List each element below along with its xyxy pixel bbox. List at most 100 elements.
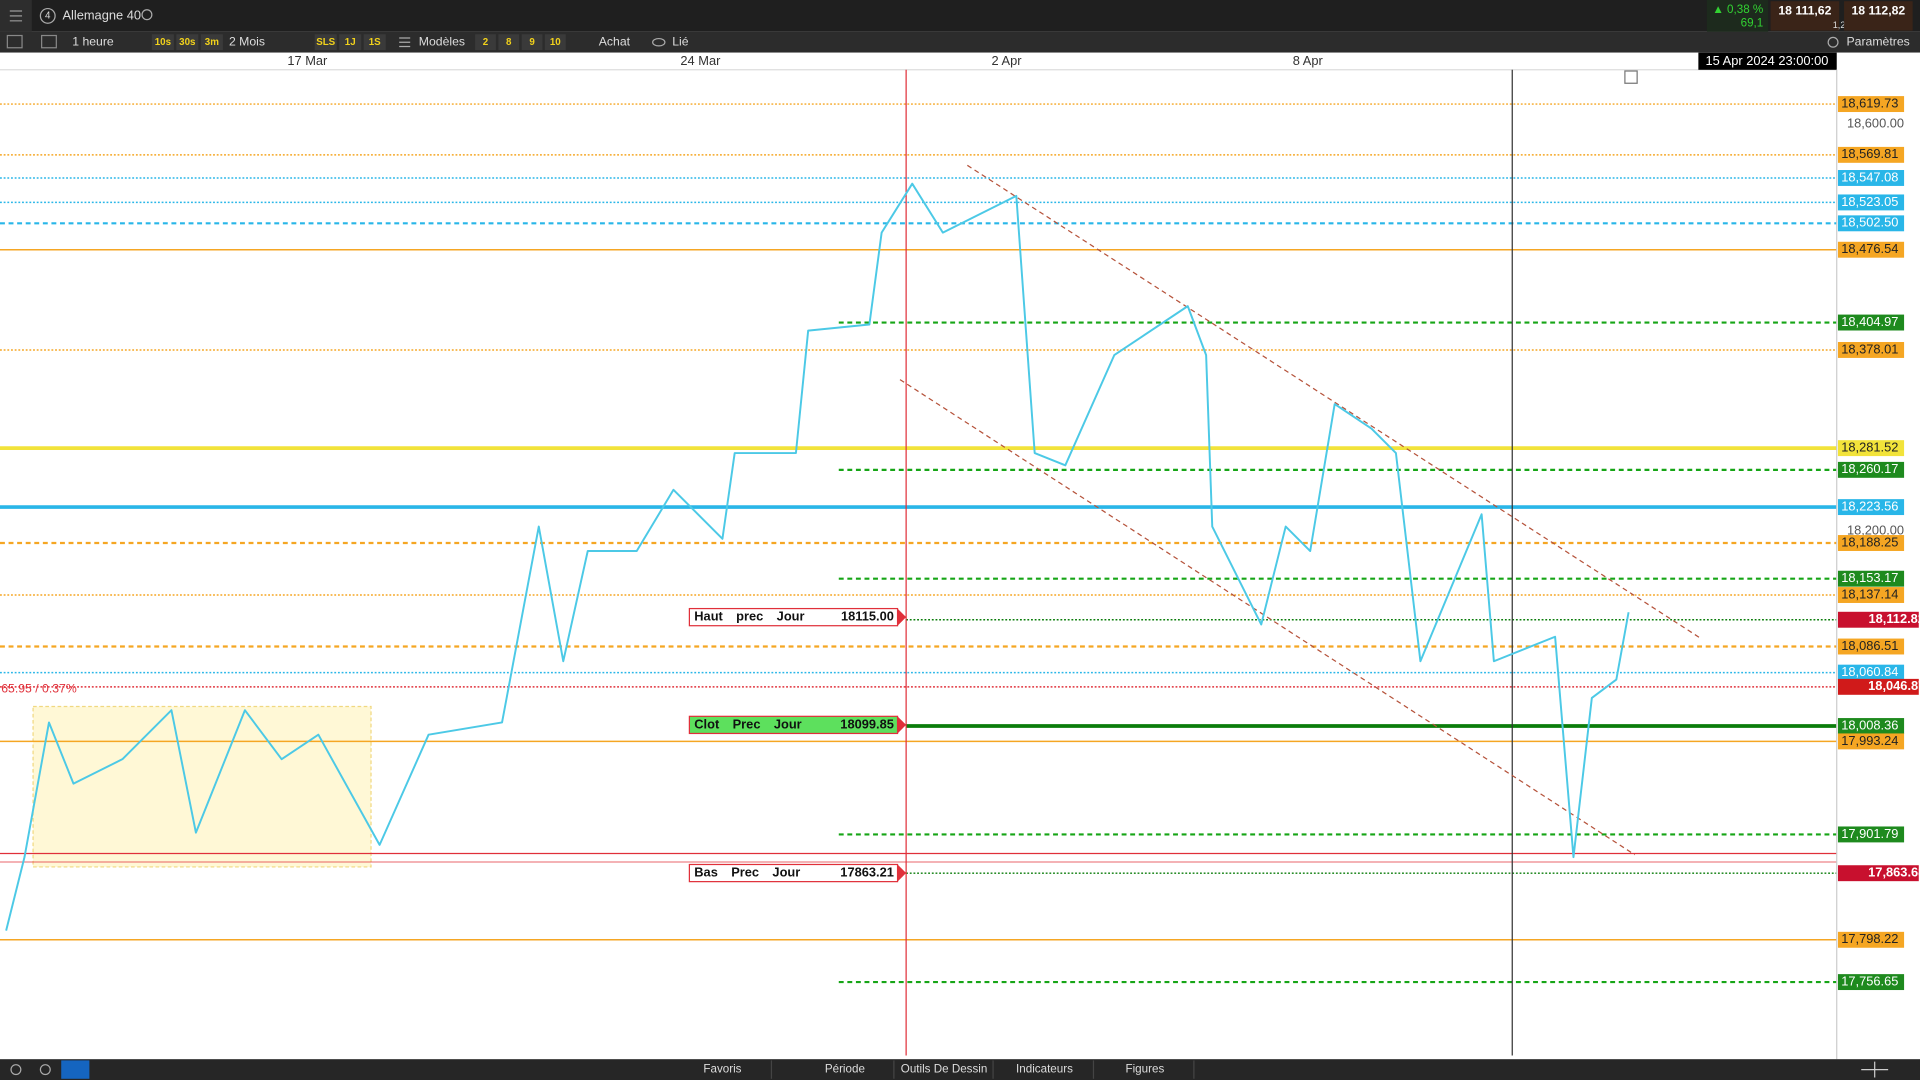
- level-label: 18,060.84: [1841, 664, 1898, 679]
- level-label: 18,378.01: [1841, 341, 1898, 356]
- range-box: [32, 705, 372, 868]
- level-label: 18,153.17: [1841, 570, 1898, 585]
- marker-name: Clot Prec Jour: [694, 716, 801, 731]
- settings-icon: [1827, 36, 1839, 48]
- level-label-box: [1837, 440, 1905, 457]
- level-label: 18,086.51: [1841, 638, 1898, 653]
- level-label-box: [1837, 215, 1905, 232]
- marker-value: 17863.21: [840, 864, 894, 879]
- level-label-box: [1837, 638, 1905, 655]
- templates-icon: [399, 37, 411, 48]
- draw-tool[interactable]: [61, 1060, 90, 1079]
- bottom-tab[interactable]: Figures: [1126, 1063, 1165, 1076]
- price-labels: 18,600.00 18,200.00 18,619.73 18,569.81 18,5…: [1837, 95, 1920, 991]
- level-label: 17,756.65: [1841, 973, 1898, 988]
- level-label-box: [1837, 170, 1905, 186]
- channel-line: [899, 379, 1636, 856]
- block-icon[interactable]: [39, 1064, 51, 1076]
- date-label: 8 Apr: [1293, 53, 1324, 68]
- level-label-box: [1837, 611, 1919, 628]
- templates[interactable]: Modèles: [419, 34, 465, 48]
- level-label-box: [1837, 461, 1905, 478]
- quick-button[interactable]: [151, 34, 174, 51]
- level-label-box: [1837, 241, 1905, 258]
- settings[interactable]: Paramètres: [1847, 34, 1910, 48]
- level-label: 18,404.97: [1841, 314, 1898, 329]
- level-label: 18,619.73: [1841, 95, 1898, 110]
- quick-label: 8: [506, 37, 512, 48]
- marker-arrow: [897, 716, 907, 734]
- quick-button[interactable]: [475, 34, 496, 51]
- search-icon[interactable]: [141, 9, 153, 21]
- level-label-box: [1837, 826, 1905, 843]
- level-label-box: [1837, 678, 1919, 695]
- ask-price: 18 112,82: [1851, 3, 1905, 17]
- price-axis: [1836, 69, 1920, 1060]
- change-box: [1706, 0, 1769, 32]
- marker-value: 18099.85: [840, 716, 894, 731]
- quick-label: 3m: [205, 37, 219, 48]
- level-label-box: [1837, 931, 1905, 948]
- axis-label: 18,200.00: [1847, 522, 1904, 537]
- level-label: 18,188.25: [1841, 534, 1898, 549]
- quick-button[interactable]: [176, 34, 199, 51]
- bottom-tab[interactable]: Favoris: [703, 1063, 741, 1076]
- scroll-icon[interactable]: [1624, 70, 1638, 84]
- quick-button[interactable]: [314, 34, 337, 51]
- sell-button[interactable]: [1770, 1, 1840, 31]
- linked[interactable]: Lié: [672, 34, 689, 48]
- marker-arrow: [897, 864, 907, 882]
- marker-name: Bas Prec Jour: [694, 864, 800, 879]
- marker-name: Haut prec Jour: [694, 609, 804, 624]
- quick-button[interactable]: [200, 34, 223, 51]
- level-label: 18,523.05: [1841, 194, 1898, 209]
- bottom-tab[interactable]: Outils De Dessin: [901, 1063, 988, 1076]
- marker-value: 18115.00: [841, 609, 894, 624]
- level-label: 18,008.36: [1841, 717, 1898, 732]
- bottom-tabs: Favoris Période Outils De Dessin Indicateur…: [703, 1060, 1195, 1079]
- menu-icon: [9, 10, 23, 22]
- bottom-tab[interactable]: Indicateurs: [1016, 1063, 1073, 1076]
- refresh-icon[interactable]: [10, 1064, 22, 1076]
- level-label-box: [1837, 587, 1905, 603]
- quick-label: 10s: [155, 37, 172, 48]
- quick-label: 30s: [179, 37, 196, 48]
- bottom-tab[interactable]: Période: [825, 1063, 865, 1076]
- quick-button[interactable]: [363, 34, 386, 51]
- quick-button[interactable]: [498, 34, 520, 51]
- grid-icon[interactable]: [41, 34, 57, 49]
- date-label: 17 Mar: [287, 53, 328, 68]
- quick-button[interactable]: [521, 34, 543, 51]
- level-label-box: [1837, 342, 1905, 358]
- level-label: 18,569.81: [1841, 146, 1898, 161]
- level-label-box: [1837, 974, 1905, 991]
- quick-label: 1J: [345, 37, 356, 48]
- instrument[interactable]: Allemagne 40: [62, 7, 141, 22]
- level-label-box: [1837, 314, 1905, 331]
- buy-button[interactable]: [1844, 1, 1913, 31]
- level-label: 18,260.17: [1841, 461, 1898, 476]
- quick-label: 10: [550, 37, 561, 48]
- quick-label: 9: [529, 37, 535, 48]
- quick-button[interactable]: [339, 34, 362, 51]
- interval[interactable]: 1 heure: [72, 34, 114, 48]
- panel-icon[interactable]: [6, 34, 23, 49]
- level-label: 18,502.50: [1841, 215, 1898, 230]
- level-label: 18,112.82: [1869, 611, 1920, 626]
- range[interactable]: 2 Mois: [229, 34, 265, 48]
- range-note: 65.95 / 0.37%: [1, 682, 77, 696]
- quick-button[interactable]: [544, 34, 566, 51]
- level-label-box: [1837, 570, 1905, 587]
- layout-icon[interactable]: [39, 7, 56, 24]
- link-icon: [652, 37, 666, 47]
- level-label-box: [1837, 146, 1905, 163]
- level-label: 17,863.68: [1868, 865, 1920, 880]
- level-label-box: [1837, 718, 1905, 734]
- order[interactable]: Achat: [599, 34, 631, 48]
- change-pct: ▲ 0,38 %: [1712, 3, 1763, 16]
- level-label: 17,993.24: [1841, 733, 1898, 748]
- date-label: 24 Mar: [680, 53, 721, 68]
- level-label: 17,901.79: [1841, 826, 1898, 841]
- crosshair-icon[interactable]: [1861, 1061, 1889, 1078]
